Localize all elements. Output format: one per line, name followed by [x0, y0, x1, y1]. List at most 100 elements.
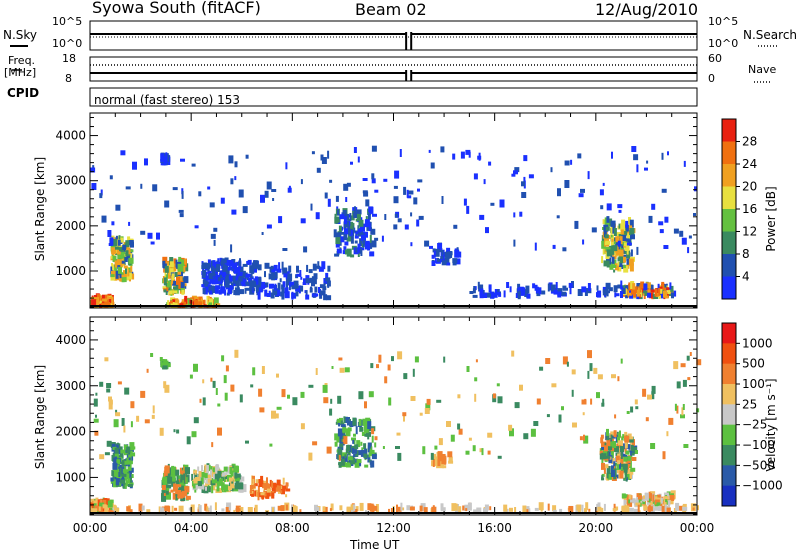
- velocity-cell: [620, 446, 624, 452]
- power-cell: [492, 292, 498, 298]
- velocity-cell: [623, 494, 628, 499]
- velocity-cell: [608, 441, 614, 447]
- power-cell: [274, 283, 277, 291]
- velocity-cell: [503, 504, 508, 512]
- power-cell: [316, 167, 321, 173]
- power-cell: [326, 295, 332, 301]
- power-cell: [324, 192, 328, 199]
- power-cell: [100, 189, 103, 196]
- power-cell: [618, 234, 623, 237]
- power-cell: [277, 282, 281, 290]
- velocity-cell: [458, 428, 463, 435]
- velocity-cell: [465, 450, 470, 455]
- velocity-cell: [199, 398, 202, 403]
- power-cell: [116, 247, 121, 255]
- power-cell: [207, 186, 211, 190]
- power-cell: [497, 289, 500, 292]
- power-cell: [617, 263, 622, 272]
- power-cell: [441, 260, 447, 266]
- velocity-cell: [121, 461, 126, 465]
- power-cell: [130, 253, 133, 259]
- power-cell: [490, 202, 495, 206]
- power-cell: [261, 232, 264, 235]
- velocity-cell: [601, 507, 604, 513]
- velocity-cell: [129, 442, 135, 451]
- velocity-cell: [596, 392, 600, 399]
- power-cell: [214, 286, 219, 294]
- power-cell: [128, 257, 134, 264]
- velocity-cell: [611, 374, 616, 379]
- velocity-cell: [613, 464, 616, 471]
- velocity-cell: [209, 505, 212, 513]
- power-cell: [291, 292, 297, 299]
- velocity-cell: [473, 509, 478, 514]
- velocity-cell: [114, 447, 119, 454]
- power-cell: [344, 228, 348, 235]
- velocity-cell: [195, 477, 200, 481]
- power-cell: [276, 268, 282, 273]
- power-cell: [211, 260, 214, 268]
- velocity-cell: [561, 406, 564, 411]
- velocity-cell: [170, 489, 174, 493]
- xaxis-tick-label: 20:00: [579, 521, 614, 535]
- velocity-cell: [239, 487, 244, 493]
- power-cell: [657, 283, 660, 290]
- power-cell: [371, 145, 377, 152]
- power-cell: [469, 291, 474, 294]
- velocity-cell: [265, 492, 270, 499]
- velocity-cell: [193, 363, 198, 372]
- velocity-cell: [344, 367, 350, 373]
- velocity-cell: [387, 364, 391, 371]
- velocity-cell: [388, 397, 392, 406]
- power-cell: [309, 287, 313, 293]
- power-cell: [247, 259, 252, 265]
- power-cell: [601, 240, 607, 249]
- power-cell: [372, 213, 377, 217]
- power-cell: [322, 286, 327, 291]
- power-cell: [629, 230, 632, 236]
- power-cell: [313, 293, 319, 297]
- velocity-cell: [199, 484, 205, 490]
- velocity-cell: [615, 434, 618, 443]
- power-cell: [472, 294, 478, 298]
- velocity-cell: [622, 458, 625, 467]
- power-cell: [295, 288, 300, 292]
- cpid-panel-frame: [89, 87, 698, 107]
- velocity-cell: [534, 507, 539, 511]
- power-cell: [658, 287, 661, 296]
- velocity-cell: [629, 436, 634, 440]
- velocity-cell: [496, 383, 500, 387]
- power-cell: [235, 280, 240, 287]
- power-cell: [363, 231, 368, 238]
- power-cell: [120, 237, 124, 243]
- power-cell: [548, 282, 553, 291]
- velocity-cell: [112, 446, 117, 450]
- power-cell: [625, 225, 628, 233]
- power-cell: [175, 299, 180, 306]
- power-cell: [650, 289, 655, 293]
- velocity-cell: [355, 506, 359, 512]
- power-cell: [172, 299, 178, 305]
- power-cell: [220, 261, 225, 265]
- power-cell: [327, 265, 331, 272]
- power-cell: [643, 283, 648, 291]
- velocity-cell: [620, 463, 625, 467]
- velocity-cell: [635, 450, 638, 454]
- velocity-cell: [356, 450, 362, 456]
- velocity-cell: [300, 423, 305, 430]
- velocity-cell: [604, 445, 608, 452]
- velocity-cell: [432, 459, 435, 467]
- power-cell: [212, 264, 215, 269]
- freq-right-tick-top: 60: [708, 52, 722, 65]
- velocity-cell: [582, 412, 585, 416]
- power-cell: [452, 258, 458, 264]
- power-cell: [393, 196, 399, 204]
- power-cell: [342, 250, 347, 255]
- velocity-cell: [189, 374, 193, 379]
- velocity-cell: [163, 381, 167, 389]
- velocity-cell: [601, 477, 605, 481]
- velocity-cell: [614, 474, 619, 479]
- velocity-cell: [628, 507, 634, 512]
- power-colorbar-tick-label: 16: [742, 202, 757, 216]
- power-cell: [632, 283, 636, 292]
